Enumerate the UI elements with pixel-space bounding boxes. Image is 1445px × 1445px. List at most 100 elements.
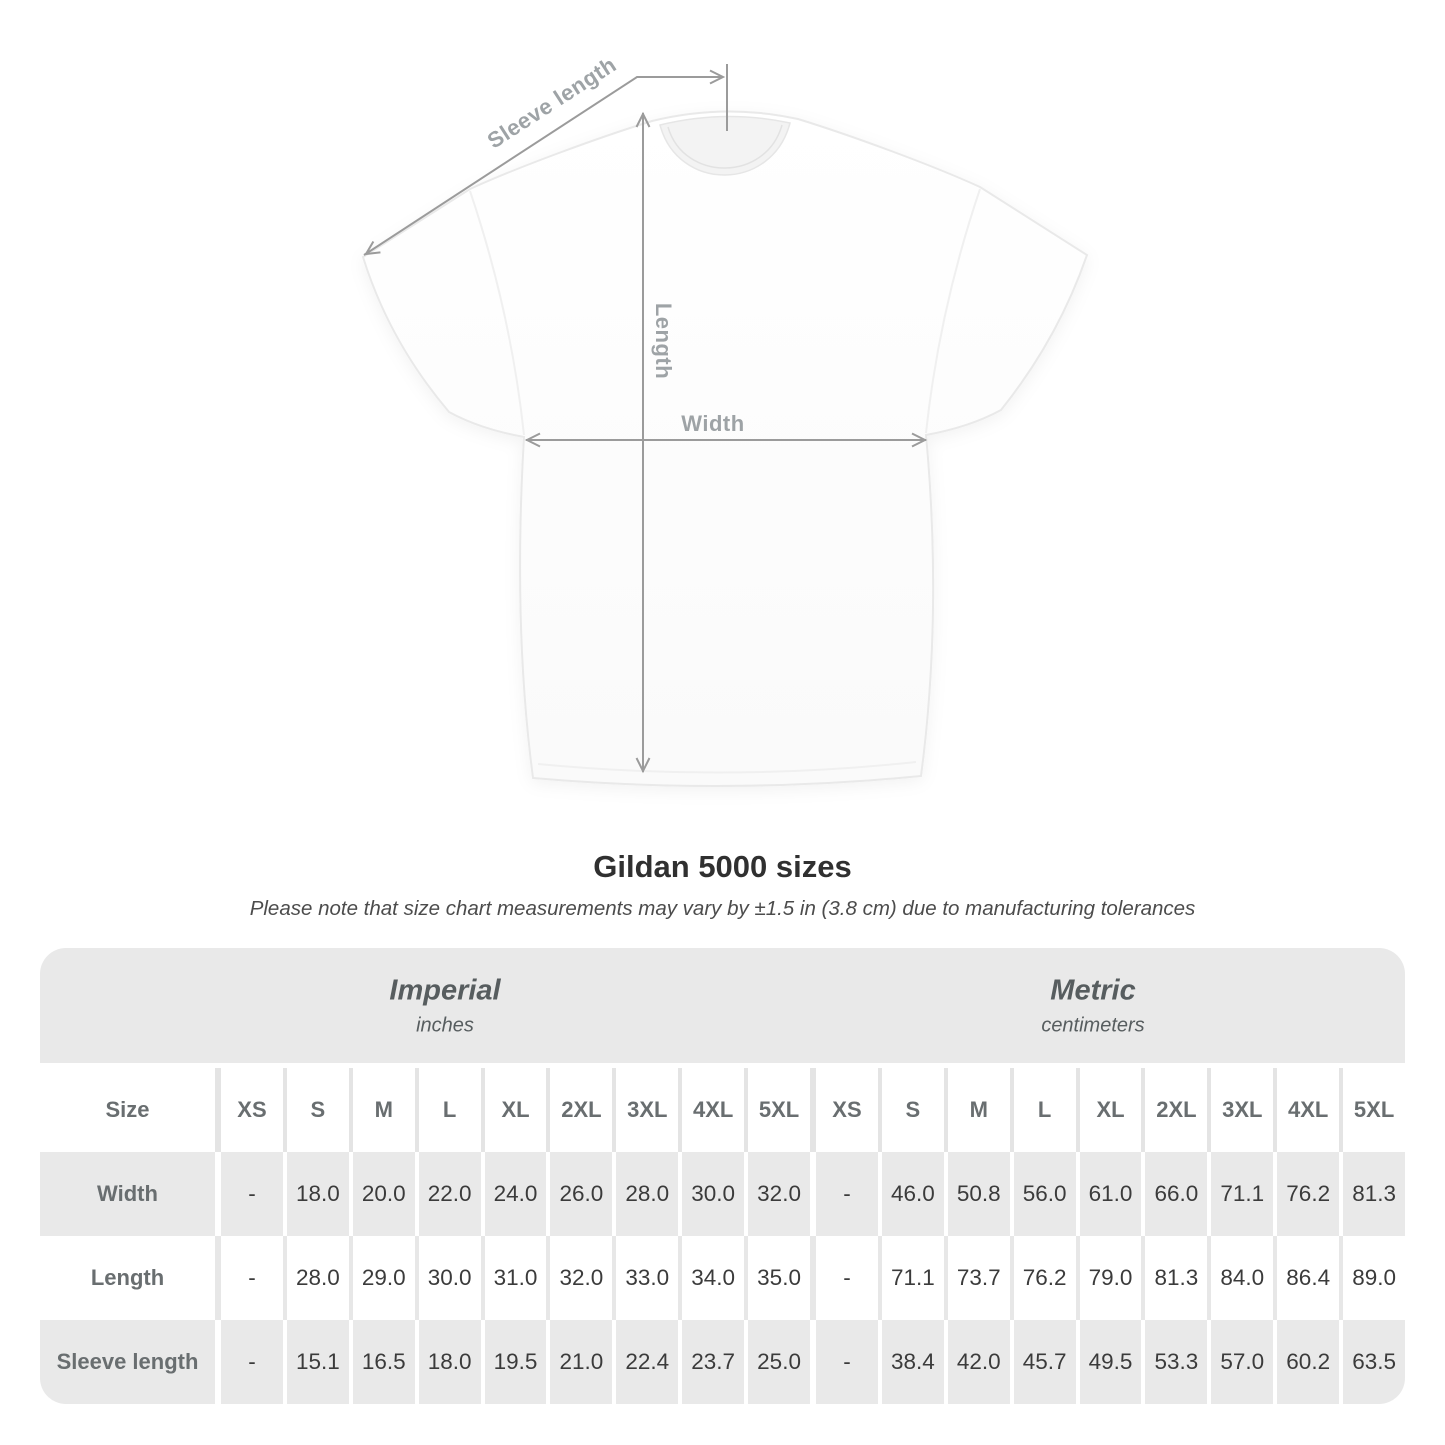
- tshirt-measurement-diagram: Sleeve length Length Width: [361, 52, 1089, 788]
- value-cell: 28.0: [282, 1236, 349, 1320]
- value-cell: 79.0: [1075, 1236, 1142, 1320]
- column-header-cell: S: [877, 1068, 944, 1152]
- table-row: Sleeve length -15.1 16.5 18.0 19.5 21.0 22.4 23…: [40, 1320, 1405, 1404]
- value-cell: 21.0: [546, 1320, 612, 1404]
- value-cell: -: [810, 1236, 878, 1320]
- value-cell: 46.0: [877, 1152, 944, 1236]
- column-header-cell: 5XL: [744, 1068, 810, 1152]
- value-cell: 26.0: [546, 1152, 612, 1236]
- value-cell: 24.0: [480, 1152, 547, 1236]
- value-cell: 71.1: [877, 1236, 944, 1320]
- size-header-cell: Size: [105, 1097, 150, 1122]
- value-cell: 29.0: [348, 1236, 415, 1320]
- value-cell: 57.0: [1207, 1320, 1273, 1404]
- imperial-unit-label: inches: [416, 1014, 474, 1036]
- value-cell: 71.1: [1207, 1152, 1273, 1236]
- value-cell: 53.3: [1141, 1320, 1207, 1404]
- column-header-cell: M: [943, 1068, 1010, 1152]
- metric-label: Metric: [1050, 974, 1136, 1006]
- column-header-cell: S: [282, 1068, 349, 1152]
- value-cell: 19.5: [480, 1320, 547, 1404]
- value-cell: -: [810, 1320, 878, 1404]
- value-cell: 73.7: [943, 1236, 1010, 1320]
- value-cell: -: [215, 1236, 283, 1320]
- width-dimension-label: Width: [681, 411, 745, 436]
- column-header-cell: 4XL: [678, 1068, 744, 1152]
- column-header-cell: 5XL: [1339, 1068, 1405, 1152]
- value-cell: 32.0: [546, 1236, 612, 1320]
- table-header-row: Size XS S M L XL 2XL 3XL 4XL 5XL XS S M L XL 2XL 3XL 4XL 5…: [40, 1068, 1405, 1152]
- sleeve-length-line: [363, 76, 722, 256]
- tshirt-body-shape: [361, 110, 1089, 788]
- table-row: Width -18.0 20.0 22.0 24.0 26.0 28.0 30.0 32.0-4…: [40, 1152, 1405, 1236]
- value-cell: 34.0: [678, 1236, 744, 1320]
- column-header-cell: XL: [480, 1068, 547, 1152]
- value-cell: 28.0: [612, 1152, 678, 1236]
- metric-group-header: Metric centimeters: [1041, 974, 1144, 1037]
- value-cell: 33.0: [612, 1236, 678, 1320]
- page-title: Gildan 5000 sizes: [593, 849, 852, 884]
- tshirt-illustration: [361, 64, 1089, 788]
- value-cell: 42.0: [943, 1320, 1010, 1404]
- value-cell: 50.8: [943, 1152, 1010, 1236]
- value-cell: 18.0: [414, 1320, 481, 1404]
- column-header-cell: L: [414, 1068, 481, 1152]
- column-header-cell: 2XL: [546, 1068, 612, 1152]
- imperial-label: Imperial: [389, 974, 501, 1006]
- collar-shape: [659, 115, 791, 176]
- metric-unit-label: centimeters: [1041, 1014, 1145, 1036]
- value-cell: 49.5: [1075, 1320, 1142, 1404]
- size-grid: Size XS S M L XL 2XL 3XL 4XL 5XL XS S M L XL 2XL 3XL 4XL 5…: [40, 1068, 1405, 1404]
- value-cell: -: [810, 1152, 878, 1236]
- value-cell: 38.4: [877, 1320, 944, 1404]
- row-label-cell: Length: [90, 1265, 165, 1290]
- value-cell: 30.0: [414, 1236, 481, 1320]
- length-dimension-label: Length: [651, 302, 676, 380]
- value-cell: 56.0: [1009, 1152, 1076, 1236]
- column-header-cell: L: [1009, 1068, 1076, 1152]
- row-label-cell: Width: [97, 1181, 158, 1206]
- value-cell: 18.0: [282, 1152, 349, 1236]
- value-cell: 76.2: [1009, 1236, 1076, 1320]
- tolerance-note: Please note that size chart measurements…: [249, 897, 1196, 920]
- imperial-group-header: Imperial inches: [389, 974, 500, 1037]
- value-cell: 63.5: [1339, 1320, 1405, 1404]
- value-cell: 23.7: [678, 1320, 744, 1404]
- dimension-lines: [363, 64, 928, 774]
- column-header-cell: XL: [1075, 1068, 1142, 1152]
- value-cell: 16.5: [348, 1320, 415, 1404]
- column-header-cell: 3XL: [1207, 1068, 1273, 1152]
- size-table: Imperial inches Metric centimeters Size X…: [40, 948, 1405, 1404]
- value-cell: 25.0: [744, 1320, 810, 1404]
- arrowheads: [364, 69, 928, 774]
- column-header-cell: 4XL: [1273, 1068, 1339, 1152]
- column-header-cell: 3XL: [612, 1068, 678, 1152]
- column-header-cell: M: [348, 1068, 415, 1152]
- value-cell: 22.4: [612, 1320, 678, 1404]
- value-cell: 15.1: [282, 1320, 349, 1404]
- value-cell: 20.0: [348, 1152, 415, 1236]
- value-cell: -: [215, 1320, 283, 1404]
- value-cell: -: [215, 1152, 283, 1236]
- value-cell: 31.0: [480, 1236, 547, 1320]
- value-cell: 76.2: [1273, 1152, 1339, 1236]
- row-label-cell: Sleeve length: [56, 1349, 199, 1374]
- value-cell: 81.3: [1339, 1152, 1405, 1236]
- value-cell: 45.7: [1009, 1320, 1076, 1404]
- table-row: Length -28.0 29.0 30.0 31.0 32.0 33.0 34.0 35.0-…: [40, 1236, 1405, 1320]
- value-cell: 66.0: [1141, 1152, 1207, 1236]
- unit-group-band: Imperial inches Metric centimeters: [40, 948, 1405, 1063]
- value-cell: 22.0: [414, 1152, 481, 1236]
- value-cell: 84.0: [1207, 1236, 1273, 1320]
- value-cell: 86.4: [1273, 1236, 1339, 1320]
- value-cell: 81.3: [1141, 1236, 1207, 1320]
- column-header-cell: XS: [810, 1068, 878, 1152]
- column-header-cell: 2XL: [1141, 1068, 1207, 1152]
- value-cell: 61.0: [1075, 1152, 1142, 1236]
- value-cell: 89.0: [1339, 1236, 1405, 1320]
- value-cell: 32.0: [744, 1152, 810, 1236]
- value-cell: 30.0: [678, 1152, 744, 1236]
- value-cell: 35.0: [744, 1236, 810, 1320]
- column-header-cell: XS: [215, 1068, 283, 1152]
